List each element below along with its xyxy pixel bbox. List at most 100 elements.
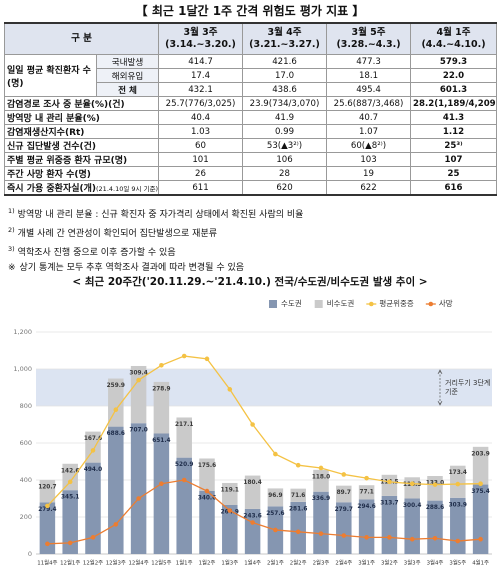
bar-label: 257.6 bbox=[266, 511, 284, 517]
bar bbox=[85, 462, 101, 554]
footnote-text: 상기 통계는 모두 추후 역학조사 결과에 따라 변경될 수 있음 bbox=[19, 263, 245, 273]
bar bbox=[244, 475, 261, 509]
bar-label: 77.1 bbox=[359, 490, 373, 496]
line-point bbox=[136, 496, 141, 501]
line-point bbox=[45, 541, 50, 547]
x-tick-label: 1월1주 bbox=[176, 559, 193, 567]
bar bbox=[39, 479, 56, 503]
y-tick-label: 600 bbox=[20, 439, 32, 447]
line-point bbox=[273, 451, 278, 457]
line-point bbox=[227, 508, 233, 513]
week-range: (3.28.~4.3.) bbox=[336, 39, 401, 50]
cell: 611 bbox=[158, 180, 244, 196]
bar-label: 118.0 bbox=[312, 474, 330, 480]
row-label: 방역망 내 관리 분율(%) bbox=[3, 110, 160, 125]
line-point bbox=[318, 531, 324, 536]
footnotes: 1) 방역망 내 관리 분율 : 신규 확진자 중 자가격리 상태에서 확진된 사… bbox=[8, 204, 496, 276]
row: 신규 집단발생 건수(건) 60 53(▲3²⁾) 60(▲8²⁾) 25³⁾ bbox=[3, 138, 498, 153]
cell: 26 bbox=[158, 166, 244, 181]
cell: 18.1 bbox=[326, 68, 412, 83]
x-tick-label: 3월1주 bbox=[358, 559, 375, 567]
cell: 25.6(887/3,468) bbox=[326, 96, 412, 111]
row: 감염경로 조사 중 분율(%)(건) 25.7(776/3,025) 23.9(73… bbox=[3, 96, 498, 111]
bar bbox=[199, 458, 215, 491]
cell: 101 bbox=[158, 152, 244, 167]
bar bbox=[199, 490, 215, 554]
line-point bbox=[250, 422, 255, 427]
bar-label: 71.6 bbox=[291, 493, 305, 499]
cell: 41.9 bbox=[242, 110, 328, 125]
bar bbox=[381, 474, 398, 496]
y-tick-label: 1,200 bbox=[13, 328, 32, 336]
risk-table: 구 분 3월 3주 (3.14.~3.20.) 3월 4주 (3.21.~3.27.) 3… bbox=[3, 22, 498, 196]
week-name: 3월 4주 bbox=[267, 27, 302, 38]
sub-label: 전 체 bbox=[95, 82, 160, 97]
row-label-text: 주별 평균 위중증 환자 규모(명) bbox=[7, 156, 128, 166]
bar-label: 294.6 bbox=[357, 504, 375, 510]
chart-title: < 최근 20주간('20.11.29.~'21.4.10.) 전국/수도권/비… bbox=[72, 276, 428, 288]
bar-label: 281.6 bbox=[289, 506, 307, 512]
cell: 1.07 bbox=[326, 124, 412, 139]
bar bbox=[472, 484, 489, 554]
line-point bbox=[159, 363, 164, 368]
row-label: 주별 평균 위중증 환자 규모(명) bbox=[3, 152, 160, 167]
row-label: 감염경로 조사 중 분율(%)(건) bbox=[3, 96, 160, 111]
bar-label: 303.9 bbox=[449, 502, 467, 508]
line-point bbox=[409, 536, 415, 542]
x-tick-label: 2월4주 bbox=[335, 559, 352, 567]
bar-label: 167.6 bbox=[84, 436, 102, 442]
week-range: (3.21.~3.27.) bbox=[249, 39, 320, 50]
footnote: 3) 역학조사 진행 중으로 이후 증가할 수 있음 bbox=[8, 242, 496, 261]
x-tick-label: 12월5주 bbox=[151, 559, 171, 567]
band-label: 기준 bbox=[445, 387, 458, 396]
bar-label: 180.4 bbox=[243, 480, 261, 486]
line-point bbox=[341, 472, 347, 477]
line-point bbox=[409, 481, 415, 486]
week-header: 4월 1주 (4.4.~4.10.) bbox=[410, 22, 498, 55]
cell: 622 bbox=[326, 180, 412, 196]
row-label-text: 즉시 가용 중환자실(개) bbox=[7, 184, 97, 194]
cell: 19 bbox=[326, 166, 412, 181]
week-range: (4.4.~4.10.) bbox=[421, 39, 486, 50]
band-label: 거리두기 3단계 bbox=[445, 378, 490, 387]
bar bbox=[130, 365, 147, 424]
bar-label: 278.9 bbox=[152, 386, 170, 392]
cell: 601.3 bbox=[410, 82, 498, 97]
cell: 40.4 bbox=[158, 110, 244, 125]
bar-label: 89.7 bbox=[337, 490, 351, 496]
legend-marker bbox=[369, 301, 374, 307]
bar bbox=[176, 417, 192, 458]
cell: 421.6 bbox=[242, 54, 328, 69]
y-tick-label: 1,000 bbox=[13, 365, 32, 373]
line-point bbox=[387, 535, 392, 540]
bar-label: 288.6 bbox=[426, 505, 444, 511]
x-tick-label: 3월4주 bbox=[427, 559, 444, 567]
row: 주별 평균 위중증 환자 규모(명) 101 106 103 107 bbox=[3, 152, 498, 167]
line-point bbox=[455, 481, 461, 487]
bar-label: 217.1 bbox=[175, 422, 193, 428]
line-point bbox=[90, 448, 96, 453]
cell: 60(▲8²⁾) bbox=[326, 138, 412, 153]
cell: 616 bbox=[410, 180, 498, 196]
line-point bbox=[90, 535, 96, 540]
line bbox=[47, 479, 481, 545]
threshold-band bbox=[36, 369, 492, 406]
line-point bbox=[364, 535, 369, 540]
line-point bbox=[478, 481, 483, 486]
cell: 22.0 bbox=[410, 68, 498, 83]
bar bbox=[313, 491, 329, 554]
row-label-text: 방역망 내 관리 분율(%) bbox=[7, 114, 100, 124]
bar bbox=[358, 485, 375, 500]
bar bbox=[62, 490, 78, 554]
bar-label: 175.6 bbox=[198, 463, 216, 469]
footnote-mark: 1) bbox=[8, 207, 15, 215]
bar-label: 173.4 bbox=[449, 470, 467, 476]
bar bbox=[222, 504, 238, 554]
y-tick-label: 0 bbox=[28, 550, 32, 558]
cell: 53(▲3²⁾) bbox=[242, 138, 328, 153]
x-tick-label: 12월2주 bbox=[83, 559, 103, 567]
footnote: ※ 상기 통계는 모두 추후 역학조사 결과에 따라 변경될 수 있음 bbox=[8, 261, 496, 276]
bar-label: 279.4 bbox=[38, 507, 56, 513]
